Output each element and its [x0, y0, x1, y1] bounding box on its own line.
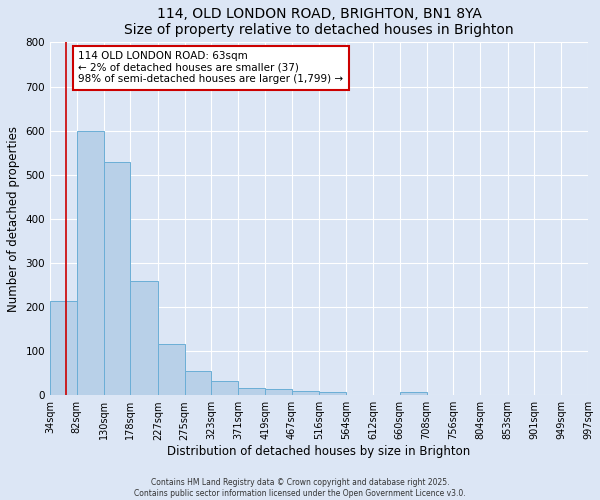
Bar: [265, 390, 292, 395]
Bar: [77, 130, 104, 395]
Text: Contains HM Land Registry data © Crown copyright and database right 2025.
Contai: Contains HM Land Registry data © Crown c…: [134, 478, 466, 498]
Bar: [211, 382, 238, 395]
Y-axis label: Number of detached properties: Number of detached properties: [7, 126, 20, 312]
Title: 114, OLD LONDON ROAD, BRIGHTON, BN1 8YA
Size of property relative to detached ho: 114, OLD LONDON ROAD, BRIGHTON, BN1 8YA …: [124, 7, 514, 37]
Bar: [104, 162, 130, 395]
X-axis label: Distribution of detached houses by size in Brighton: Distribution of detached houses by size …: [167, 445, 470, 458]
Bar: [158, 344, 185, 395]
Bar: [50, 301, 77, 395]
Bar: [238, 388, 265, 395]
Bar: [400, 392, 427, 395]
Bar: [130, 282, 158, 395]
Bar: [185, 372, 211, 395]
Text: 114 OLD LONDON ROAD: 63sqm
← 2% of detached houses are smaller (37)
98% of semi-: 114 OLD LONDON ROAD: 63sqm ← 2% of detac…: [79, 52, 344, 84]
Bar: [292, 391, 319, 395]
Bar: [319, 392, 346, 395]
